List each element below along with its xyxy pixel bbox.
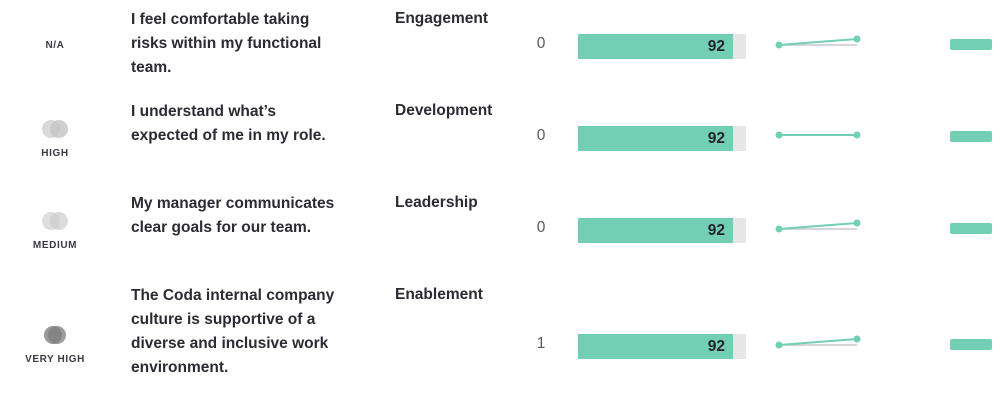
sparkline-start-point — [775, 131, 783, 139]
response-count: 0 — [536, 35, 546, 52]
sparkline-end-point — [853, 219, 861, 227]
overlapping-circles-icon — [42, 212, 68, 230]
score-value: 92 — [707, 222, 725, 239]
trend-sparkline — [775, 219, 861, 233]
category-label: Development — [395, 102, 493, 119]
overflow-bar-stub — [950, 339, 992, 350]
overlapping-circles-icon — [42, 120, 68, 138]
sparkline-end-point — [853, 35, 861, 43]
response-count: 0 — [536, 219, 546, 236]
sparkline-start-point — [775, 41, 783, 49]
question-text: I understand what’s expected of me in my… — [131, 103, 326, 144]
sparkline-trend — [778, 338, 858, 346]
sparkline-end-point — [853, 335, 861, 343]
category-label: Leadership — [395, 194, 478, 211]
overflow-bar-stub — [950, 39, 992, 50]
confidence-cell: N/A — [0, 35, 110, 53]
trend-sparkline — [775, 35, 861, 49]
score-value: 92 — [707, 38, 725, 55]
score-bar: 92 — [578, 218, 746, 243]
confidence-label: VERY HIGH — [25, 354, 85, 365]
confidence-label: HIGH — [41, 148, 69, 159]
category-label: Engagement — [395, 10, 489, 27]
sparkline-trend — [778, 38, 858, 46]
score-value: 92 — [707, 130, 725, 147]
response-count: 0 — [536, 127, 546, 144]
table-row[interactable]: MEDIUM My manager communicates clear goa… — [0, 184, 1008, 276]
question-text: The Coda internal company culture is sup… — [131, 287, 335, 376]
score-bar-fill — [578, 126, 733, 151]
overflow-bar-stub — [950, 223, 992, 234]
trend-sparkline — [775, 335, 861, 349]
score-bar-fill — [578, 218, 733, 243]
sparkline-trend — [778, 222, 858, 230]
score-bar: 92 — [578, 334, 746, 359]
response-count: 1 — [536, 335, 546, 352]
trend-sparkline — [775, 131, 861, 139]
confidence-cell: MEDIUM — [0, 211, 110, 253]
score-value: 92 — [707, 338, 725, 355]
score-bar: 92 — [578, 126, 746, 151]
question-text: My manager communicates clear goals for … — [131, 195, 335, 236]
confidence-cell: HIGH — [0, 119, 110, 161]
category-label: Enablement — [395, 286, 483, 303]
overlapping-circles-dark-icon — [44, 326, 66, 344]
score-bar-fill — [578, 334, 733, 359]
score-bar: 92 — [578, 34, 746, 59]
sparkline-start-point — [775, 225, 783, 233]
table-row[interactable]: HIGH I understand what’s expected of me … — [0, 92, 1008, 184]
confidence-label: MEDIUM — [32, 240, 78, 251]
table-row[interactable]: N/A I feel comfortable taking risks with… — [0, 0, 1008, 92]
question-text: I feel comfortable taking risks within m… — [131, 11, 322, 76]
sparkline-start-point — [775, 341, 783, 349]
overflow-bar-stub — [950, 131, 992, 142]
confidence-label: N/A — [45, 40, 65, 51]
score-bar-fill — [578, 34, 733, 59]
table-row[interactable]: VERY HIGH The Coda internal company cult… — [0, 276, 1008, 403]
confidence-cell: VERY HIGH — [0, 325, 110, 367]
sparkline-end-point — [853, 131, 861, 139]
